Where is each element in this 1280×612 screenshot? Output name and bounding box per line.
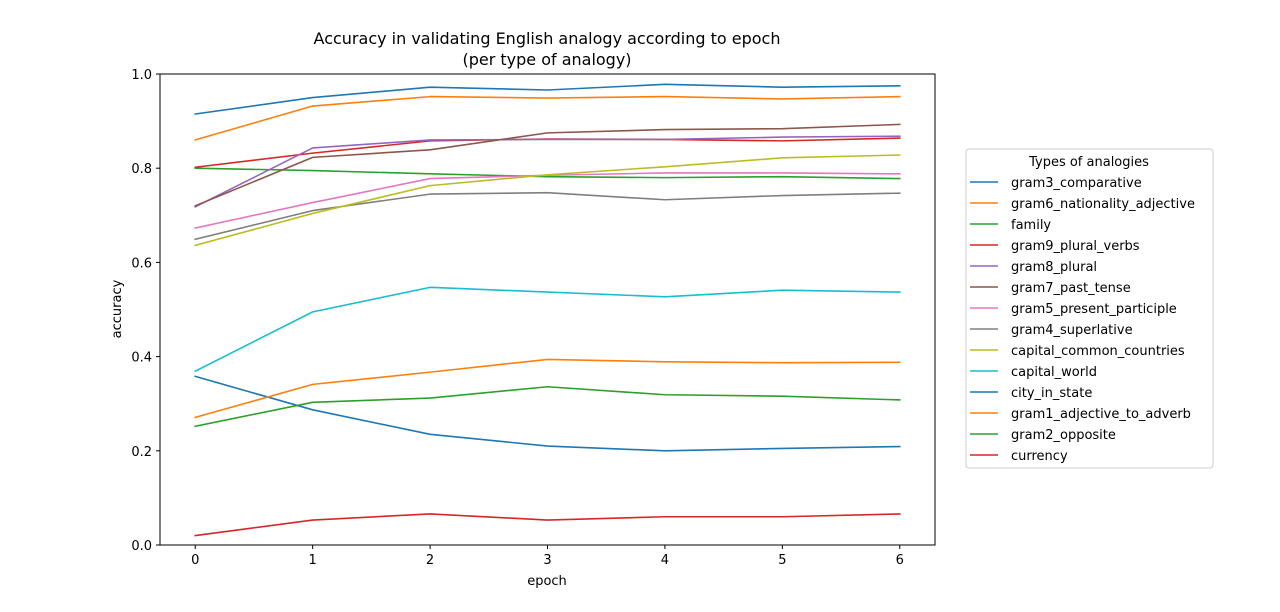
x-tick-label: 2 [426, 553, 434, 568]
legend-label: gram7_past_tense [1011, 281, 1131, 296]
series-line-capital_world [194, 286, 901, 373]
y-tick-label: 0.2 [131, 445, 152, 460]
y-tick-label: 1.0 [131, 68, 152, 83]
legend-item: gram2_opposite [970, 428, 1116, 443]
series-line-gram3_comparative [194, 83, 901, 115]
x-tick-label: 1 [309, 553, 317, 568]
x-axis-label: epoch [527, 574, 567, 589]
series-layer [194, 83, 901, 537]
legend-item: gram4_superlative [970, 323, 1133, 338]
legend-item: family [970, 218, 1051, 233]
legend-title: Types of analogies [1028, 155, 1149, 170]
series-line-gram2_opposite [194, 385, 901, 428]
plot-area [159, 73, 936, 546]
legend-items: gram3_comparative gram6_nationality_adjec… [970, 176, 1195, 464]
series-line-city_in_state [194, 375, 901, 452]
legend-label: gram9_plural_verbs [1011, 239, 1140, 254]
y-axis-label: accuracy [110, 279, 125, 338]
legend-item: gram1_adjective_to_adverb [970, 407, 1191, 422]
legend-label: gram1_adjective_to_adverb [1011, 407, 1191, 422]
legend-item: capital_world [970, 365, 1097, 380]
legend-label: currency [1011, 449, 1068, 464]
legend-item: gram5_present_participle [970, 302, 1177, 317]
series-line-gram1_adjective_to_adverb [194, 358, 901, 419]
legend-label: capital_world [1011, 365, 1097, 380]
legend-label: capital_common_countries [1011, 344, 1185, 359]
series-line-currency [194, 513, 901, 537]
legend-item: gram9_plural_verbs [970, 239, 1140, 254]
legend-label: city_in_state [1011, 386, 1092, 401]
x-tick-label: 4 [661, 553, 669, 568]
legend-box [965, 148, 1214, 469]
x-tick-label: 6 [896, 553, 904, 568]
legend-label: gram8_plural [1011, 260, 1097, 275]
legend-label: gram3_comparative [1011, 176, 1142, 191]
legend-label: gram2_opposite [1011, 428, 1116, 443]
series-line-gram5_present_participle [194, 172, 901, 229]
chart-title: Accuracy in validating English analogy a… [314, 29, 781, 48]
series-line-gram6_nationality_adjective [194, 95, 901, 141]
series-line-capital_common_countries [194, 154, 901, 247]
series-line-gram7_past_tense [194, 123, 901, 207]
x-tick-label: 3 [543, 553, 551, 568]
y-axis: 0.0 0.2 0.4 0.6 0.8 1.0 [131, 68, 160, 554]
legend: Types of analogies gram3_comparativegram… [965, 148, 1214, 469]
legend-item: gram6_nationality_adjective [970, 197, 1195, 212]
y-tick-label: 0.4 [131, 351, 152, 366]
x-tick-label: 0 [191, 553, 199, 568]
legend-item: city_in_state [970, 386, 1092, 401]
plot-frame [159, 73, 936, 546]
series-line-family [194, 167, 901, 180]
legend-item: capital_common_countries [970, 344, 1185, 359]
legend-label: family [1011, 218, 1051, 233]
y-tick-label: 0.0 [131, 539, 152, 554]
legend-label: gram6_nationality_adjective [1011, 197, 1195, 212]
series-line-gram4_superlative [194, 191, 901, 241]
legend-label: gram4_superlative [1011, 323, 1133, 338]
legend-item: gram8_plural [970, 260, 1097, 275]
chart-subtitle: (per type of analogy) [462, 50, 631, 69]
legend-item: gram7_past_tense [970, 281, 1131, 296]
legend-item: currency [970, 449, 1068, 464]
series-line-gram8_plural [194, 135, 901, 208]
y-tick-label: 0.8 [131, 162, 152, 177]
legend-item: gram3_comparative [970, 176, 1142, 191]
y-tick-label: 0.6 [131, 256, 152, 271]
x-axis: 0 1 2 3 4 5 6 [191, 545, 904, 568]
x-tick-label: 5 [778, 553, 786, 568]
legend-label: gram5_present_participle [1011, 302, 1177, 317]
